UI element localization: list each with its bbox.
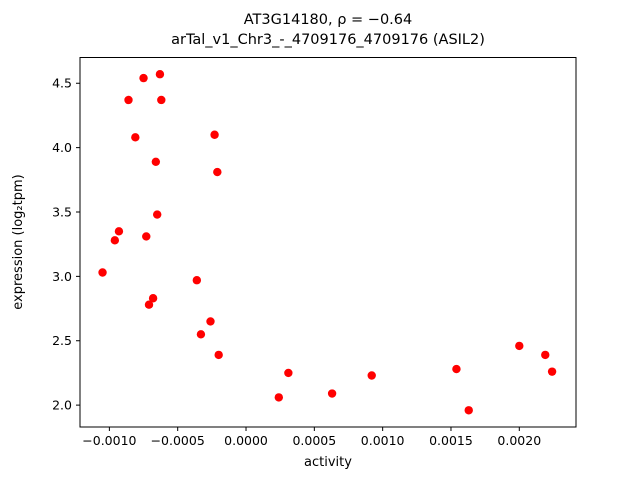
plot-area: −0.0010 −0.0005 0.0000 0.0005 0.0010 0.0015 0.… — [52, 57, 577, 448]
data-point — [144, 300, 154, 309]
data-point — [210, 130, 219, 139]
axes-frame — [79, 57, 577, 428]
x-axis-label: activity — [304, 455, 352, 470]
x-tick-label: −0.0005 — [151, 433, 205, 448]
y-tick-label: 2.5 — [52, 333, 72, 348]
data-point — [192, 276, 202, 285]
data-point — [547, 367, 557, 376]
y-tick-label: 2.0 — [52, 398, 72, 413]
data-point — [206, 317, 215, 326]
data-point — [151, 157, 161, 166]
x-tick-label: 0.0005 — [292, 433, 336, 448]
chart-title-line2: arTal_v1_Chr3_-_4709176_4709176 (ASIL2) — [171, 32, 485, 48]
data-point — [541, 350, 550, 360]
x-tick-label: −0.0010 — [82, 433, 136, 448]
data-point — [153, 210, 162, 219]
y-tick-label: 4.5 — [52, 76, 72, 91]
data-point — [214, 350, 223, 360]
data-point — [98, 268, 107, 277]
data-point — [157, 95, 166, 105]
y-tick-label: 4.0 — [52, 140, 72, 155]
data-point — [515, 341, 524, 351]
data-point — [213, 167, 222, 177]
data-point — [155, 70, 165, 79]
data-point — [131, 133, 140, 142]
y-axis-label: expression (log₂tpm) — [11, 174, 26, 309]
data-point — [114, 227, 124, 236]
data-point — [367, 371, 376, 380]
x-tick-label: 0.0015 — [429, 433, 473, 448]
data-point — [452, 364, 461, 374]
y-tick-label: 3.0 — [52, 269, 72, 284]
x-tick-label: 0.0020 — [497, 433, 541, 448]
data-point — [110, 236, 120, 245]
data-point — [124, 95, 133, 105]
data-point — [274, 393, 284, 402]
data-point — [139, 73, 148, 83]
y-tick-label: 3.5 — [52, 204, 72, 219]
chart-title-line1: AT3G14180, ρ = −0.64 — [244, 12, 412, 28]
x-tick-label: 0.0000 — [224, 433, 268, 448]
x-tick-label: 0.0010 — [361, 433, 405, 448]
data-point — [284, 368, 293, 378]
data-point — [327, 389, 337, 398]
data-point — [148, 294, 158, 303]
data-point — [464, 406, 473, 415]
data-point — [142, 232, 151, 241]
data-point — [196, 330, 206, 339]
